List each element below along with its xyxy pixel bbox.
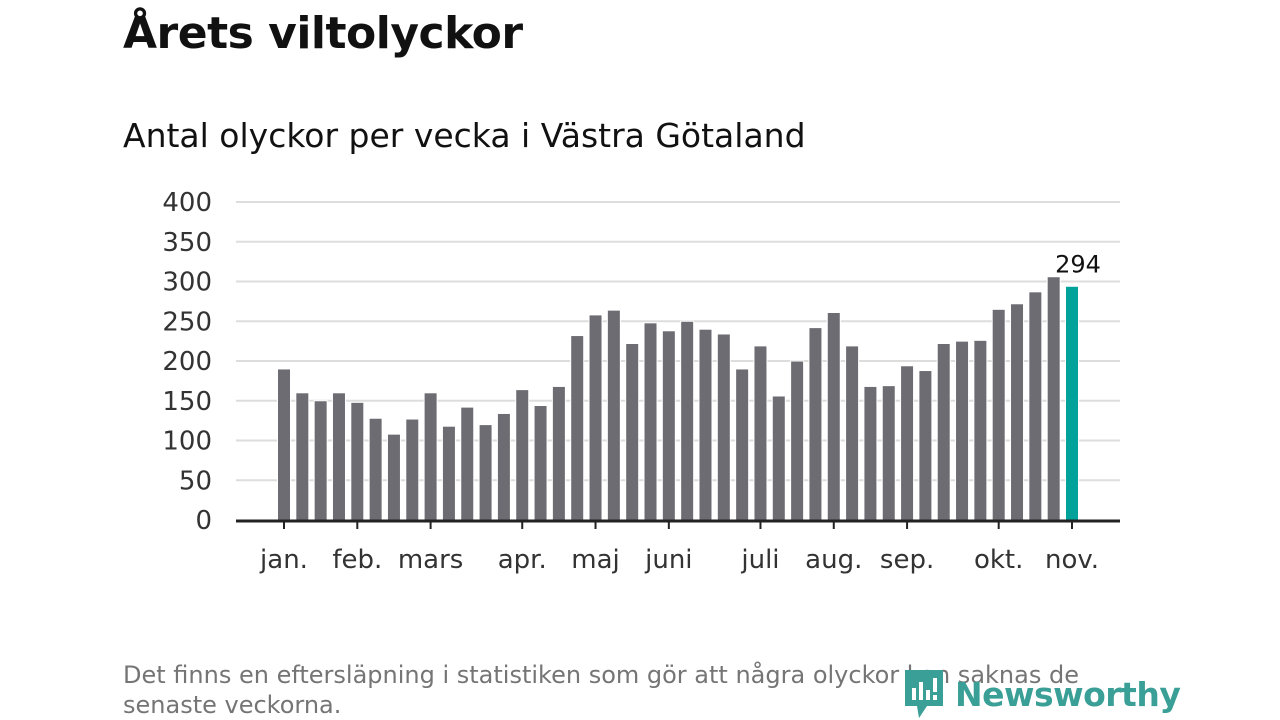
x-tick-label: jan. xyxy=(259,545,308,575)
bar-highlight xyxy=(1065,285,1079,521)
bar xyxy=(698,328,713,521)
y-tick-label: 50 xyxy=(179,466,212,496)
bar xyxy=(845,345,860,521)
bar xyxy=(350,401,365,521)
y-tick-label: 400 xyxy=(162,188,212,218)
x-tick-label: juli xyxy=(740,545,779,575)
bar xyxy=(955,340,970,521)
bar xyxy=(441,425,456,521)
page-title: Årets viltolyckor xyxy=(123,8,523,59)
bar xyxy=(405,418,420,521)
y-tick-label: 250 xyxy=(162,307,212,337)
bar xyxy=(1028,291,1043,521)
bar xyxy=(295,392,310,521)
x-tick-label: nov. xyxy=(1045,545,1099,575)
bar xyxy=(661,330,676,521)
bar xyxy=(735,368,750,521)
data-label: 294 xyxy=(1055,250,1101,278)
bar xyxy=(936,343,951,521)
bar xyxy=(313,400,328,521)
bar xyxy=(973,339,988,521)
chart-subtitle: Antal olyckor per vecka i Västra Götalan… xyxy=(123,116,806,155)
bar xyxy=(826,312,841,521)
x-tick-label: maj xyxy=(571,545,619,575)
x-tick-label: feb. xyxy=(332,545,382,575)
x-tick-label: juni xyxy=(644,545,692,575)
bar xyxy=(331,392,346,521)
bar xyxy=(606,309,621,521)
bar xyxy=(386,433,401,521)
logo-text: Newsworthy xyxy=(955,674,1181,714)
y-tick-label: 350 xyxy=(162,228,212,258)
bar xyxy=(881,385,896,521)
bar xyxy=(588,314,603,521)
bar xyxy=(790,360,805,521)
bar xyxy=(460,406,475,521)
bar xyxy=(716,333,731,521)
bar xyxy=(808,327,823,521)
y-tick-label: 300 xyxy=(162,268,212,298)
x-tick-label: okt. xyxy=(974,545,1023,575)
bar xyxy=(918,370,933,521)
bar xyxy=(423,392,438,521)
bar xyxy=(1046,276,1061,521)
x-tick-label: apr. xyxy=(498,545,547,575)
bar xyxy=(625,343,640,521)
bar xyxy=(863,385,878,521)
x-tick-label: sep. xyxy=(880,545,934,575)
bar xyxy=(900,365,915,521)
bar xyxy=(478,424,493,521)
bar xyxy=(515,389,530,521)
y-tick-label: 0 xyxy=(195,506,212,536)
bar xyxy=(643,322,658,521)
bar xyxy=(496,412,511,521)
bar xyxy=(1010,303,1025,521)
newsworthy-logo-icon xyxy=(905,670,943,718)
bar xyxy=(570,335,585,521)
bar xyxy=(991,308,1006,521)
x-tick-label: aug. xyxy=(805,545,862,575)
y-tick-label: 200 xyxy=(162,347,212,377)
bar xyxy=(533,405,548,521)
bar xyxy=(771,395,786,521)
bar xyxy=(277,368,291,521)
bar xyxy=(680,320,695,521)
x-tick-label: mars xyxy=(398,545,464,575)
bar xyxy=(753,345,768,521)
bar xyxy=(368,417,383,521)
newsworthy-logo: Newsworthy xyxy=(903,668,1181,720)
y-tick-label: 150 xyxy=(162,387,212,417)
y-tick-label: 100 xyxy=(162,427,212,457)
bar xyxy=(551,385,566,521)
